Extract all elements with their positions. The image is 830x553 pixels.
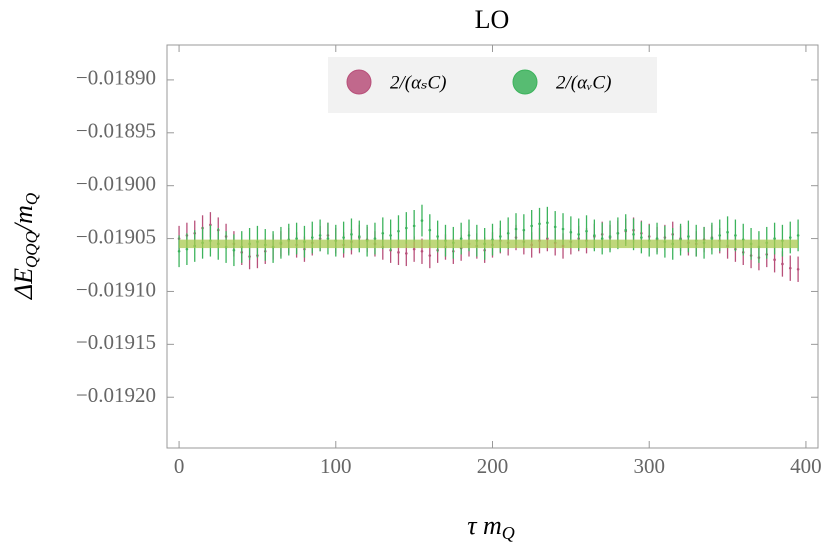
point bbox=[773, 258, 776, 262]
point bbox=[788, 236, 792, 239]
y-tick-label: −0.01890 bbox=[76, 66, 156, 90]
point bbox=[710, 237, 714, 240]
point bbox=[405, 226, 408, 230]
point bbox=[350, 233, 353, 236]
point bbox=[420, 249, 424, 253]
y-tick-label: −0.01910 bbox=[76, 277, 156, 301]
point bbox=[687, 235, 690, 238]
point bbox=[389, 234, 392, 237]
x-tick-label: 400 bbox=[790, 454, 822, 478]
point bbox=[726, 230, 729, 234]
y-axis-label-sub: Q bbox=[22, 193, 41, 205]
point bbox=[655, 237, 659, 240]
point bbox=[185, 247, 189, 251]
point bbox=[553, 225, 557, 229]
point bbox=[506, 231, 510, 235]
point bbox=[405, 252, 408, 255]
point bbox=[538, 222, 541, 226]
y-tick-label: −0.01915 bbox=[76, 330, 156, 354]
point bbox=[530, 224, 533, 228]
y-axis-label-part: ΔE bbox=[9, 268, 38, 300]
point bbox=[436, 235, 439, 238]
y-tick-label: −0.01895 bbox=[76, 119, 156, 143]
y-axis-label-sub: QQQ bbox=[22, 231, 41, 268]
point bbox=[788, 266, 792, 270]
x-axis-label-sub: Q bbox=[502, 523, 515, 543]
y-tick-label: −0.01900 bbox=[76, 171, 156, 195]
point bbox=[585, 229, 588, 233]
y-tick-label: −0.01920 bbox=[76, 383, 156, 407]
point bbox=[616, 231, 620, 235]
y-axis-label-part: /m bbox=[9, 205, 38, 233]
point bbox=[467, 234, 471, 237]
x-tick-label: 300 bbox=[633, 454, 665, 478]
series bbox=[177, 204, 800, 268]
point bbox=[561, 227, 565, 231]
point bbox=[624, 228, 628, 232]
legend-box bbox=[328, 57, 657, 113]
point bbox=[428, 228, 432, 232]
point bbox=[608, 235, 612, 238]
point bbox=[412, 247, 416, 251]
point bbox=[412, 224, 416, 228]
point bbox=[796, 267, 800, 271]
point bbox=[773, 237, 776, 240]
point bbox=[326, 237, 330, 240]
point bbox=[577, 233, 580, 236]
point bbox=[373, 237, 377, 240]
point bbox=[718, 234, 722, 237]
y-axis-label: ΔEQQQ/mQ bbox=[9, 193, 41, 300]
point bbox=[593, 234, 596, 237]
point bbox=[295, 237, 298, 240]
x-tick-label: 100 bbox=[320, 454, 352, 478]
point bbox=[522, 228, 526, 232]
point bbox=[734, 234, 737, 237]
point bbox=[459, 237, 463, 240]
point bbox=[310, 236, 314, 239]
x-axis-label: τ mQ bbox=[467, 511, 515, 543]
point bbox=[428, 254, 432, 257]
chart-title: LO bbox=[475, 5, 510, 34]
point bbox=[796, 234, 800, 237]
x-tick-label: 200 bbox=[477, 454, 509, 478]
point bbox=[499, 235, 502, 238]
point bbox=[397, 229, 400, 233]
point bbox=[318, 234, 322, 237]
point bbox=[420, 219, 424, 222]
point bbox=[177, 249, 181, 253]
point bbox=[569, 230, 573, 234]
point bbox=[357, 235, 361, 238]
fit-band bbox=[179, 239, 799, 249]
legend-marker bbox=[512, 69, 538, 95]
point bbox=[381, 231, 385, 235]
y-tick-label: −0.01905 bbox=[76, 224, 156, 248]
legend-label: 2/(αᵥC) bbox=[556, 72, 611, 93]
legend-marker bbox=[346, 69, 372, 95]
point bbox=[342, 236, 345, 239]
point bbox=[632, 233, 635, 236]
point bbox=[600, 237, 604, 240]
legend-label: 2/(αₛC) bbox=[390, 72, 446, 93]
point bbox=[781, 262, 784, 266]
point bbox=[640, 236, 643, 239]
point bbox=[546, 221, 549, 225]
point bbox=[514, 227, 518, 231]
x-tick-label: 0 bbox=[174, 454, 185, 478]
x-axis-label-part: τ m bbox=[467, 511, 502, 540]
point bbox=[397, 251, 400, 254]
point bbox=[232, 248, 236, 252]
